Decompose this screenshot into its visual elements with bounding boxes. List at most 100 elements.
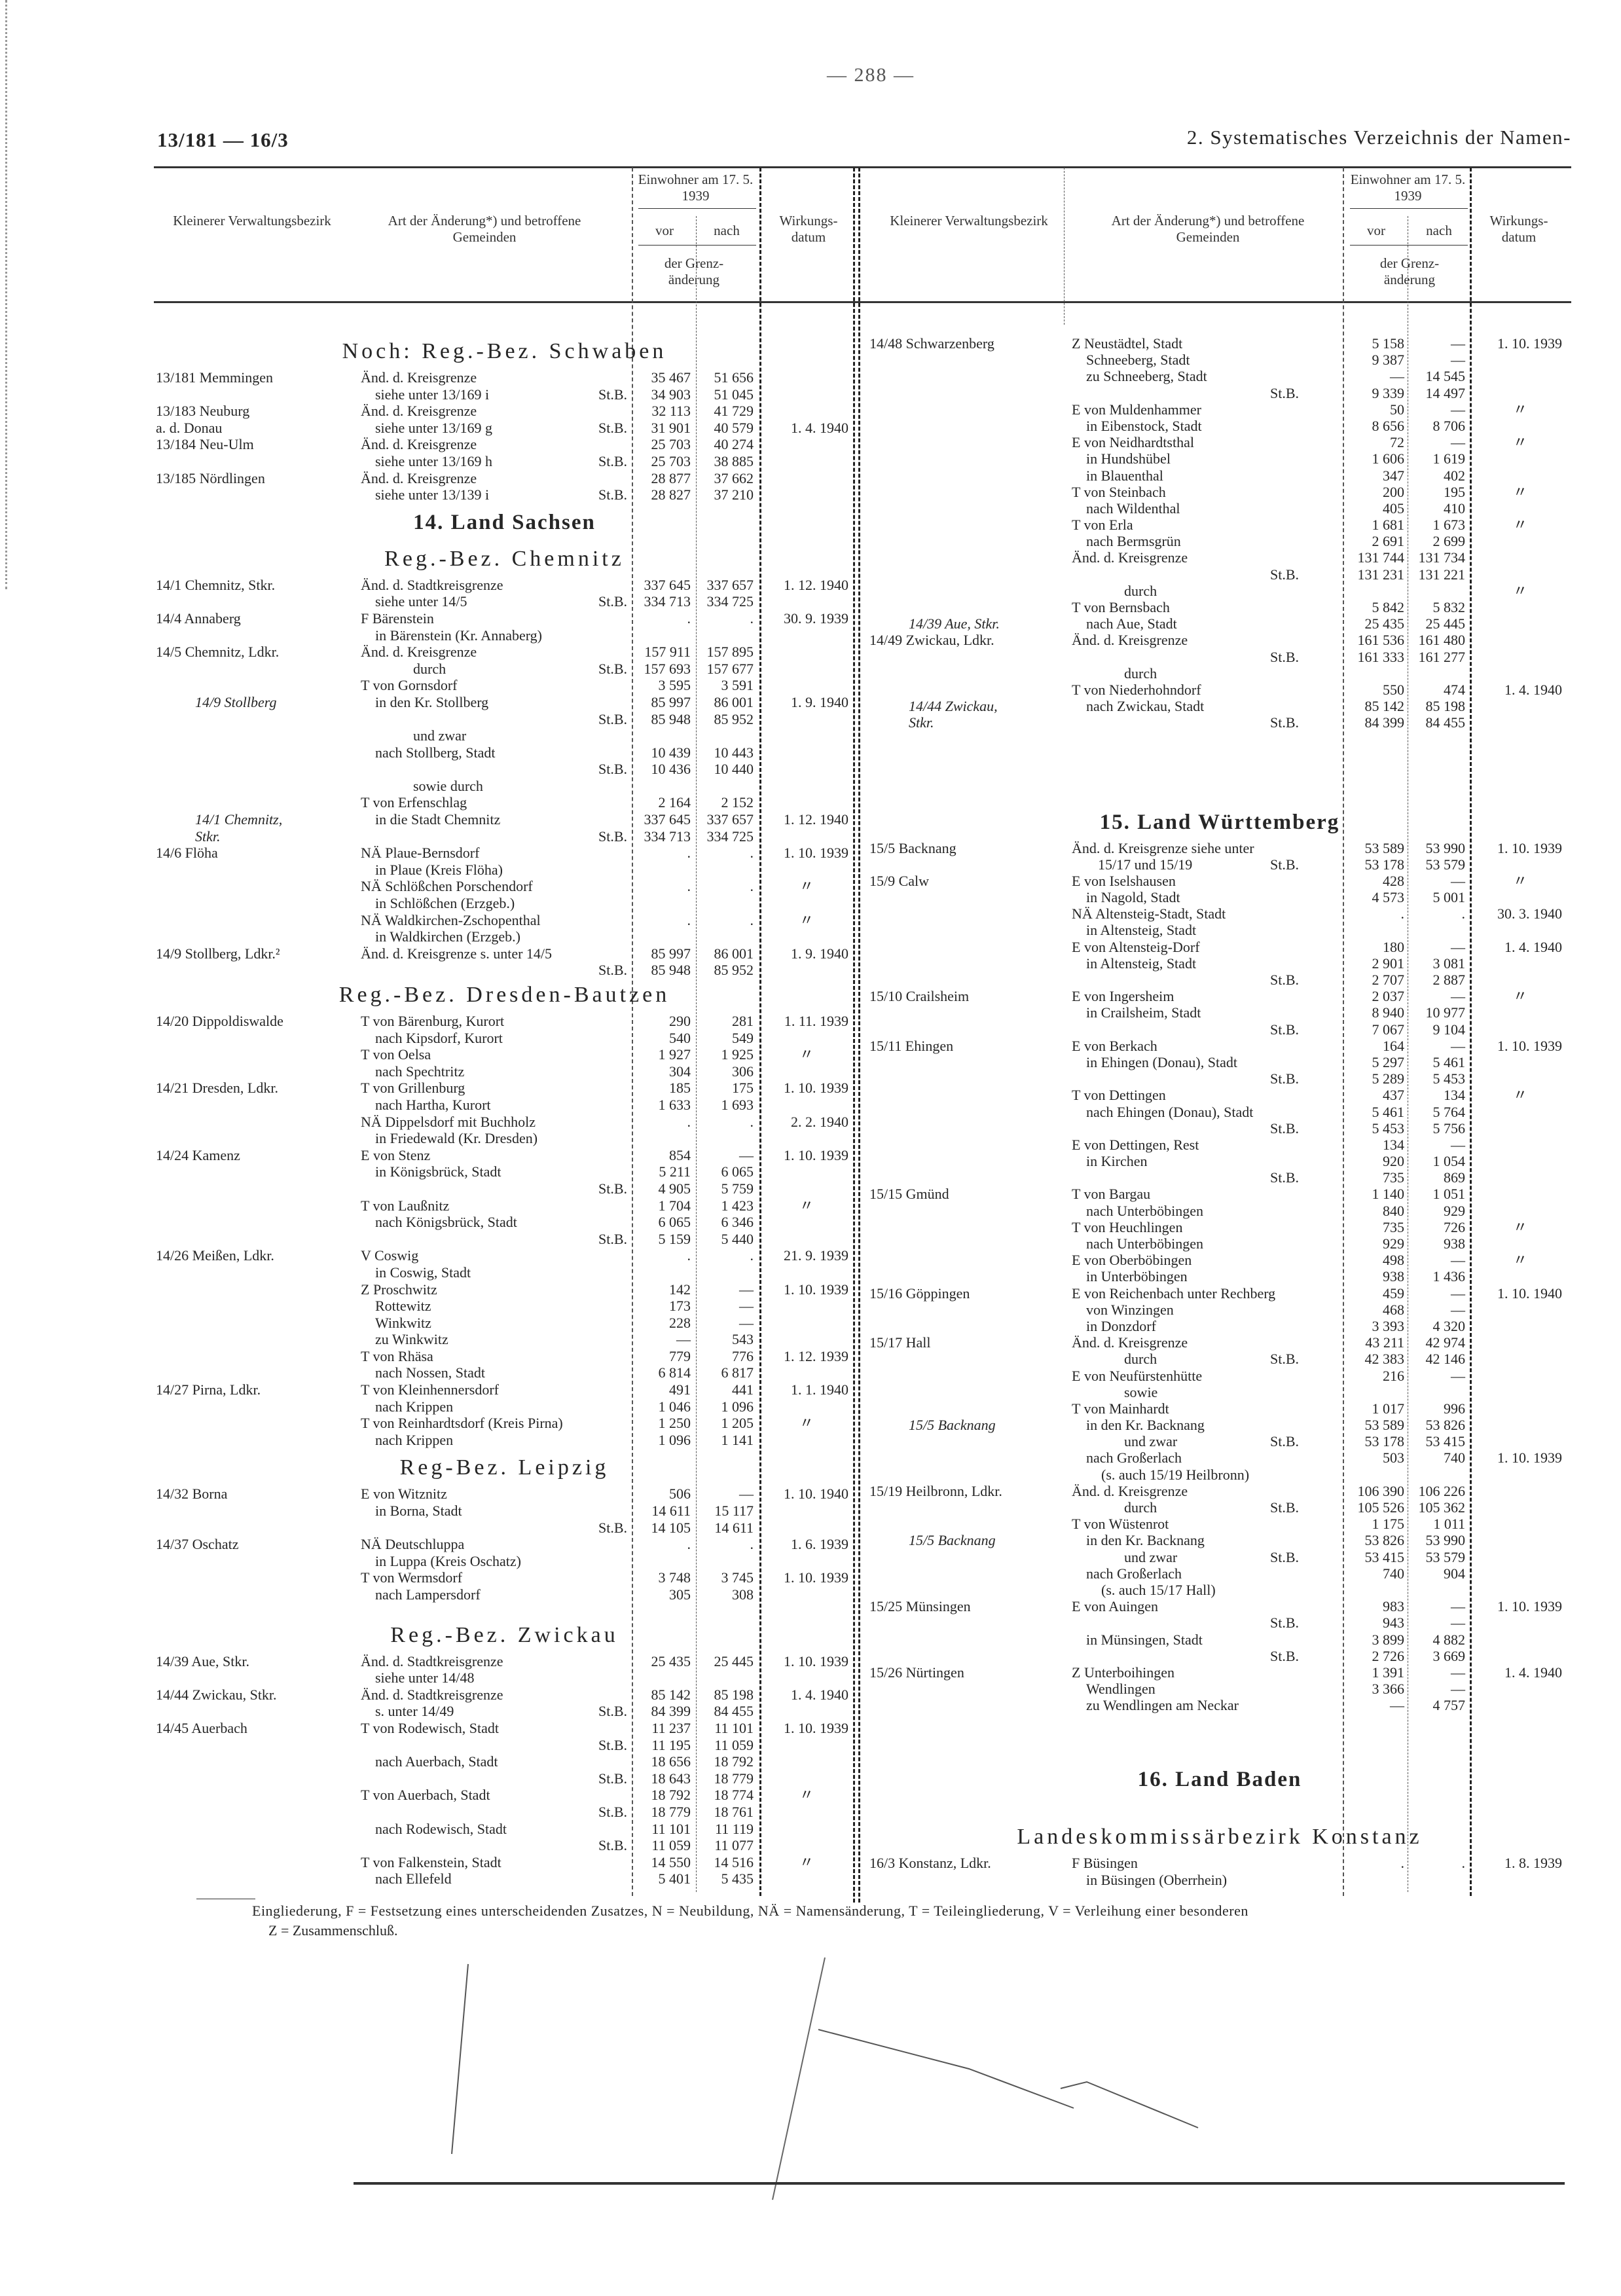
header-divider xyxy=(1350,245,1468,246)
table-row: in Donzdorf 3 393 4 320 xyxy=(869,1318,1570,1334)
population-before: 1 681 xyxy=(1372,517,1405,534)
population-before: 25 703 xyxy=(651,436,691,453)
population-after: 11 119 xyxy=(715,1820,754,1837)
table-row: nach Königsbrück, Stadt 6 065 6 346 xyxy=(156,1214,853,1231)
effective-date: 〃 xyxy=(799,1197,814,1214)
population-after: . xyxy=(1461,905,1466,922)
population-after: 15 117 xyxy=(714,1503,754,1520)
change-description: (s. auch 15/17 Hall) xyxy=(1101,1581,1216,1598)
population-before: 134 xyxy=(1383,1136,1404,1153)
population-before: 9 339 xyxy=(1372,384,1405,401)
district-code: 14/6 Flöha xyxy=(156,845,218,862)
table-row: Z Proschwitz 142 — 1. 10. 1939 xyxy=(156,1281,853,1298)
district-code: 13/185 Nördlingen xyxy=(156,469,265,486)
table-row: siehe unter 13/169 h St.B. 25 703 38 885 xyxy=(156,453,853,470)
change-description: E von Ingersheim xyxy=(1072,988,1175,1005)
district-code: 15/19 Heilbronn, Ldkr. xyxy=(869,1482,1002,1499)
section-heading: Reg.-Bez. Zwickau xyxy=(156,1603,853,1653)
statistical-note: St.B. xyxy=(598,593,627,610)
change-description: in Friedewald (Kr. Dresden) xyxy=(375,1130,538,1147)
population-after: 726 xyxy=(1444,1218,1465,1235)
population-after: 11 059 xyxy=(714,1736,754,1753)
table-row: 14/9 Stollberg in den Kr. Stollberg 85 997… xyxy=(156,694,853,711)
effective-date: 1. 10. 1939 xyxy=(1497,839,1562,856)
population-before: 4 905 xyxy=(658,1180,691,1197)
population-before: 5 159 xyxy=(658,1230,691,1247)
change-description: Änd. d. Kreisgrenze s. unter 14/5 xyxy=(361,945,553,962)
population-before: 18 656 xyxy=(651,1753,691,1770)
population-after: 134 xyxy=(1444,1087,1465,1104)
effective-date: 30. 3. 1940 xyxy=(1497,905,1562,922)
table-row: E von Neidhardtsthal 72 — 〃 xyxy=(869,434,1570,450)
table-row: durch St.B. 42 383 42 146 xyxy=(869,1351,1570,1367)
population-before: 938 xyxy=(1383,1268,1404,1285)
table-row: 14/45 Auerbach T von Rodewisch, Stadt 11 2… xyxy=(156,1720,853,1737)
population-before: 2 901 xyxy=(1372,955,1405,972)
table-row: Wendlingen 3 366 — xyxy=(869,1681,1570,1697)
change-description: nach Großerlach xyxy=(1086,1565,1182,1582)
change-description: nach Stollberg, Stadt xyxy=(375,744,496,761)
table-row: nach Lampersdorf 305 308 xyxy=(156,1586,853,1603)
population-after: 6 346 xyxy=(721,1214,754,1231)
statistical-note: St.B. xyxy=(1269,714,1299,731)
district-code: 15/11 Ehingen xyxy=(869,1037,954,1054)
population-before: 105 526 xyxy=(1357,1499,1405,1516)
table-row: E von Neufürstenhütte 216 — xyxy=(869,1368,1570,1384)
table-row: 15/25 Münsingen E von Auingen 983 — 1. 10. 1… xyxy=(869,1598,1570,1614)
change-description: E von Dettingen, Rest xyxy=(1072,1136,1199,1153)
population-before: 32 113 xyxy=(651,403,691,420)
population-after: — xyxy=(1451,988,1465,1005)
population-after: 904 xyxy=(1444,1565,1465,1582)
population-before: 14 105 xyxy=(651,1519,691,1536)
table-row: in Ehingen (Donau), Stadt 5 297 5 461 xyxy=(869,1054,1570,1070)
population-after: 175 xyxy=(732,1080,754,1097)
population-after: 306 xyxy=(732,1063,754,1080)
population-before: 14 611 xyxy=(651,1503,691,1520)
change-description: in Coswig, Stadt xyxy=(375,1264,471,1281)
population-before: 85 948 xyxy=(651,962,691,979)
district-code: 13/184 Neu-Ulm xyxy=(156,436,254,453)
population-before: 459 xyxy=(1383,1285,1404,1302)
population-after: 53 990 xyxy=(1425,1532,1466,1549)
header-population: Einwohner am 17. 5. 1939 xyxy=(1350,172,1466,204)
population-after: 161 480 xyxy=(1418,632,1466,649)
population-after: 37 662 xyxy=(714,469,754,486)
population-before: 1 175 xyxy=(1372,1516,1405,1533)
population-after: 5 461 xyxy=(1432,1053,1466,1070)
statistical-note: St.B. xyxy=(1269,1548,1299,1565)
table-row: in Waldkirchen (Erzgeb.) xyxy=(156,928,853,945)
effective-date: 1. 10. 1940 xyxy=(1497,1285,1562,1302)
change-description: zu Winkwitz xyxy=(375,1331,448,1348)
population-before: . xyxy=(1400,905,1405,922)
population-after: 85 198 xyxy=(714,1686,754,1703)
statistical-note: St.B. xyxy=(1269,972,1299,988)
effective-date: 30. 9. 1939 xyxy=(784,610,848,627)
population-after: 5 832 xyxy=(1432,599,1466,615)
change-description: T von Kleinhennersdorf xyxy=(361,1381,499,1398)
change-description: E von Reichenbach unter Rechberg xyxy=(1072,1285,1276,1302)
table-row: von Winzingen 468 — xyxy=(869,1302,1570,1318)
population-after: — xyxy=(1451,938,1465,955)
population-before: 131 231 xyxy=(1357,566,1405,583)
table-row: in Büsingen (Oberrhein) xyxy=(869,1872,1570,1888)
population-before: 25 435 xyxy=(1364,615,1405,632)
district-code: 15/25 Münsingen xyxy=(869,1598,971,1615)
population-after: 86 001 xyxy=(714,693,754,710)
change-description: durch xyxy=(1124,1351,1157,1368)
section-heading-text: Landeskommissärbezirk Konstanz xyxy=(1017,1825,1423,1850)
population-after: 776 xyxy=(732,1347,754,1364)
population-after: 1 925 xyxy=(721,1046,754,1063)
population-before: 11 237 xyxy=(651,1719,691,1736)
effective-date: 〃 xyxy=(1512,434,1527,451)
effective-date: 1. 4. 1940 xyxy=(1504,681,1562,698)
section-heading-text: Noch: Reg.-Bez. Schwaben xyxy=(342,339,667,363)
population-before: 35 467 xyxy=(651,369,691,386)
effective-date: 1. 9. 1940 xyxy=(791,945,848,962)
district-code: 14/5 Chemnitz, Ldkr. xyxy=(156,644,280,661)
population-before: 468 xyxy=(1383,1301,1404,1318)
effective-date: 〃 xyxy=(1512,1252,1527,1269)
population-before: 42 383 xyxy=(1364,1351,1405,1368)
table-row: 14/48 Schwarzenberg Z Neustädtel, Stadt 5 … xyxy=(869,335,1570,352)
population-before: 1 096 xyxy=(658,1431,691,1448)
table-row: T von Mainhardt 1 017 996 xyxy=(869,1400,1570,1417)
